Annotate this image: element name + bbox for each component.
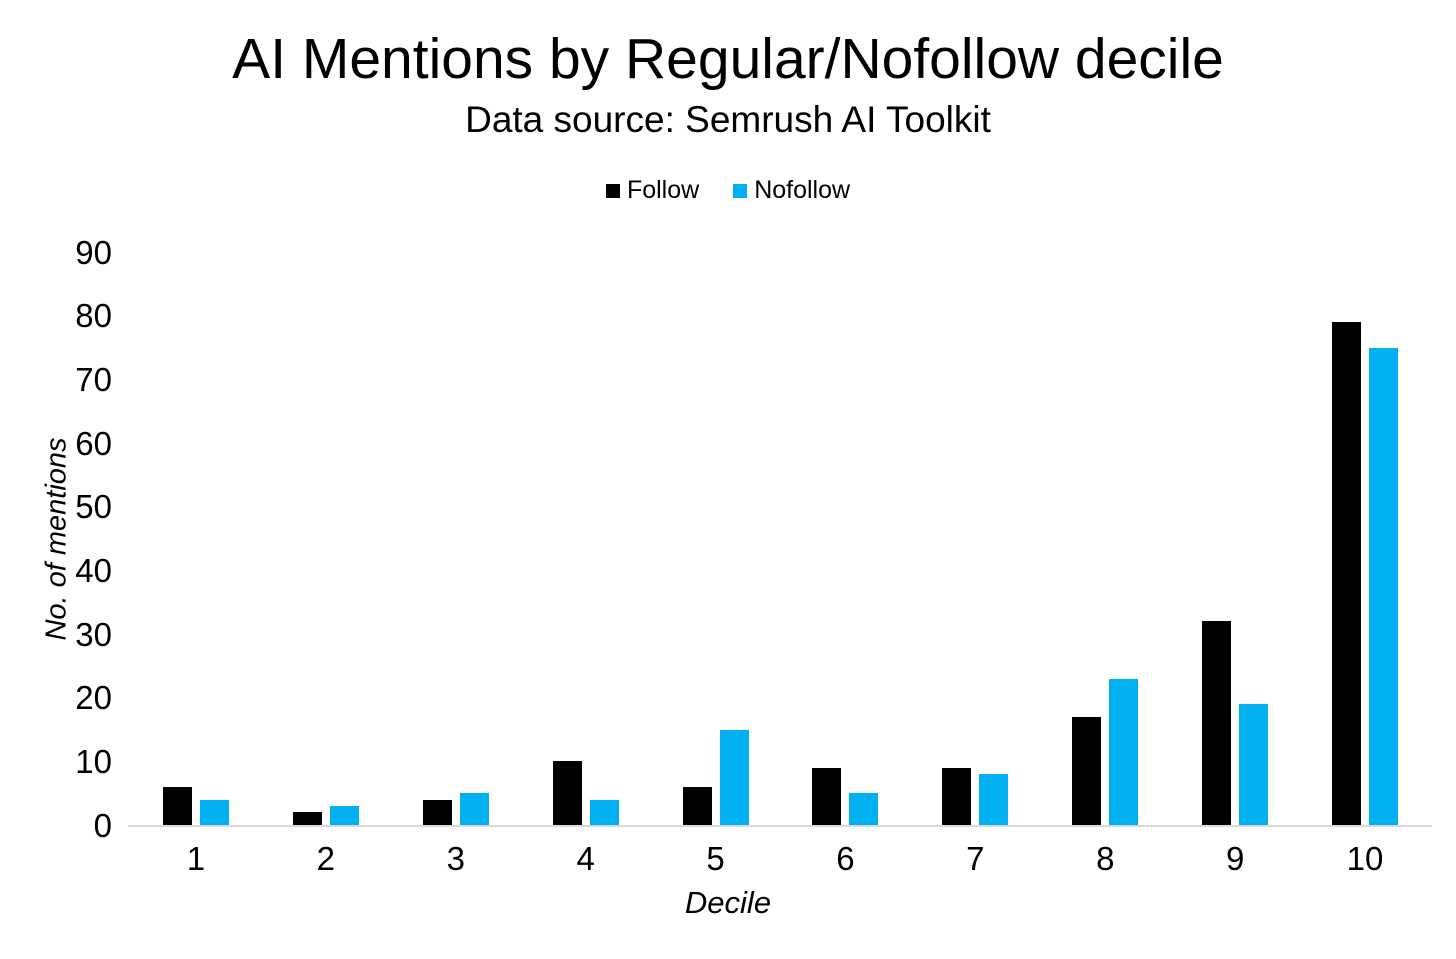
bar-follow-decile-3 — [422, 799, 452, 825]
y-tick-label-70: 70 — [75, 360, 112, 398]
bar-follow-decile-2 — [292, 812, 322, 825]
bar-nofollow-decile-3 — [459, 793, 489, 825]
bar-nofollow-decile-5 — [719, 729, 749, 825]
bar-nofollow-decile-8 — [1109, 678, 1139, 825]
bar-group-decile-5 — [651, 252, 781, 825]
x-tick-label-6: 6 — [836, 840, 855, 877]
y-tick-label-40: 40 — [75, 551, 112, 589]
bar-nofollow-decile-10 — [1369, 347, 1399, 825]
y-tick-label-60: 60 — [75, 424, 112, 462]
bar-group-decile-7 — [910, 252, 1040, 825]
legend-swatch-nofollow — [733, 183, 748, 198]
legend-label: Follow — [626, 176, 700, 204]
x-tick-label-7: 7 — [966, 840, 985, 877]
bar-nofollow-decile-6 — [849, 793, 879, 825]
bar-follow-decile-10 — [1332, 322, 1362, 825]
bar-nofollow-decile-7 — [979, 774, 1009, 825]
y-tick-label-30: 30 — [75, 615, 112, 653]
bar-follow-decile-7 — [942, 767, 972, 825]
bar-group-decile-4 — [521, 252, 651, 825]
chart-title: AI Mentions by Regular/Nofollow decile — [232, 27, 1224, 91]
y-tick-label-50: 50 — [75, 488, 112, 526]
legend-label: Nofollow — [754, 176, 851, 204]
legend-item-nofollow: Nofollow — [733, 178, 850, 203]
bar-follow-decile-9 — [1202, 621, 1232, 825]
bar-nofollow-decile-1 — [199, 799, 229, 825]
bar-follow-decile-5 — [682, 786, 712, 825]
bar-nofollow-decile-9 — [1239, 704, 1269, 825]
bar-follow-decile-1 — [162, 786, 192, 825]
x-tick-label-10: 10 — [1346, 840, 1384, 877]
x-tick-label-4: 4 — [576, 840, 595, 877]
bar-nofollow-decile-4 — [589, 799, 619, 825]
x-tick-label-2: 2 — [316, 840, 336, 877]
x-tick-label-9: 9 — [1225, 840, 1245, 877]
bar-follow-decile-6 — [812, 767, 842, 825]
legend: Follow Nofollow — [0, 178, 1456, 203]
bar-group-decile-9 — [1170, 252, 1300, 825]
bar-follow-decile-4 — [552, 761, 582, 825]
bar-nofollow-decile-2 — [329, 805, 359, 825]
y-axis-title: No. of mentions — [40, 437, 73, 641]
x-tick-label-8: 8 — [1096, 840, 1115, 877]
legend-swatch-follow — [605, 183, 620, 198]
y-tick-label-90: 90 — [75, 233, 112, 271]
x-axis-line — [128, 825, 1432, 827]
bar-follow-decile-8 — [1072, 716, 1102, 825]
bar-group-decile-3 — [391, 252, 521, 825]
y-tick-label-0: 0 — [93, 806, 112, 844]
x-tick-label-5: 5 — [706, 840, 725, 877]
bar-group-decile-2 — [261, 252, 391, 825]
y-tick-label-80: 80 — [75, 297, 112, 335]
x-tick-label-3: 3 — [446, 840, 465, 877]
bar-group-decile-8 — [1040, 252, 1170, 825]
bar-group-decile-6 — [781, 252, 911, 825]
bar-group-decile-1 — [131, 252, 261, 825]
x-axis-title: Decile — [684, 885, 772, 920]
legend-item-follow: Follow — [605, 176, 700, 204]
y-tick-label-20: 20 — [75, 679, 112, 717]
bar-group-decile-10 — [1300, 252, 1430, 825]
x-tick-label-1: 1 — [186, 840, 206, 877]
y-tick-label-10: 10 — [75, 742, 112, 780]
chart-subtitle: Data source: Semrush AI Toolkit — [465, 99, 991, 140]
